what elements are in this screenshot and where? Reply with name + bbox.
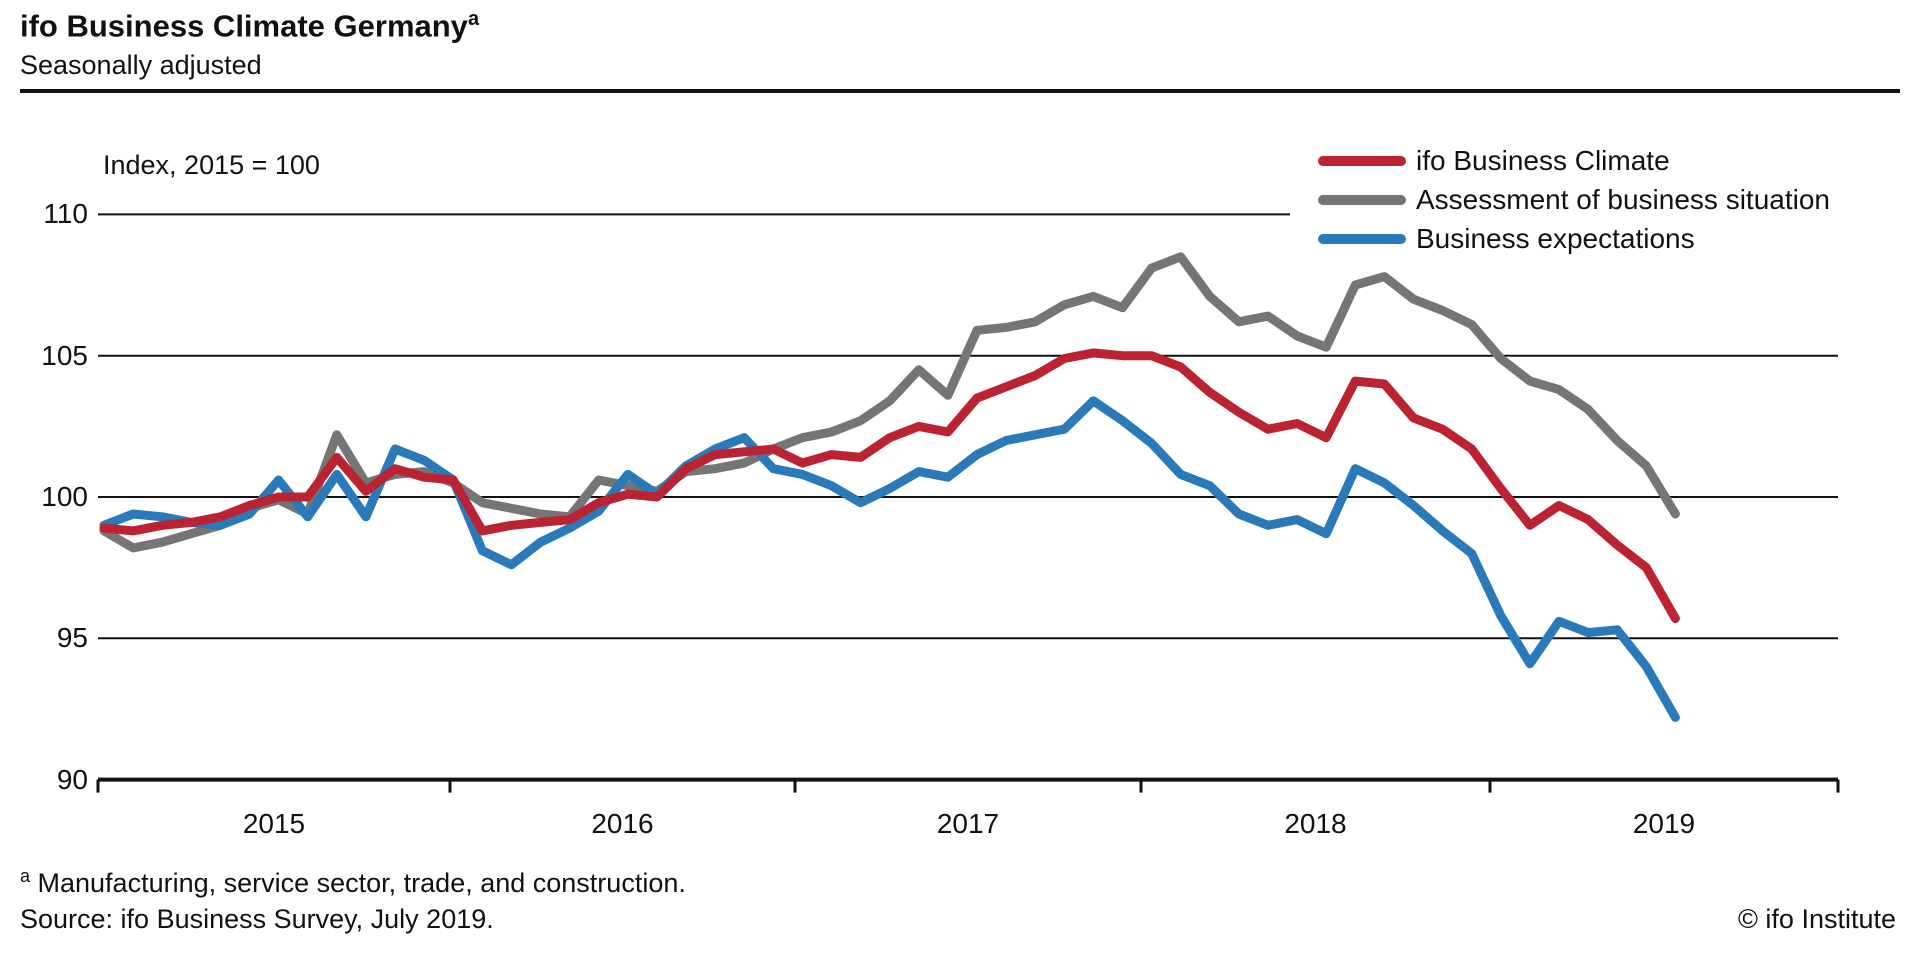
title-footnote-marker: a <box>467 8 480 30</box>
header-separator-line <box>20 89 1900 93</box>
legend-swatch-expectations <box>1318 233 1406 244</box>
source-note: Source: ifo Business Survey, July 2019. <box>20 904 494 934</box>
page-title: ifo Business Climate Germanya <box>20 8 479 44</box>
line-situation <box>99 252 1680 553</box>
chart-legend: ifo Business Climate Assessment of busine… <box>1318 141 1830 258</box>
copyright-note: © ifo Institute <box>1738 904 1896 934</box>
y-axis-note: Index, 2015 = 100 <box>103 150 320 180</box>
legend-label-expectations: Business expectations <box>1416 222 1695 254</box>
footnote: a Manufacturing, service sector, trade, … <box>20 866 686 899</box>
page-subtitle: Seasonally adjusted <box>20 50 262 80</box>
footnote-text: Manufacturing, service sector, trade, an… <box>30 868 686 898</box>
line-climate <box>99 348 1680 623</box>
page-title-text: ifo Business Climate Germany <box>20 8 468 44</box>
legend-item-climate: ifo Business Climate <box>1318 141 1830 180</box>
line-expectations <box>99 396 1680 722</box>
legend-swatch-climate <box>1318 155 1406 166</box>
legend-swatch-situation <box>1318 194 1406 205</box>
legend-label-situation: Assessment of business situation <box>1416 183 1830 215</box>
legend-label-climate: ifo Business Climate <box>1416 144 1670 176</box>
footnote-marker: a <box>20 866 31 886</box>
legend-item-expectations: Business expectations <box>1318 219 1830 258</box>
legend-item-situation: Assessment of business situation <box>1318 180 1830 219</box>
